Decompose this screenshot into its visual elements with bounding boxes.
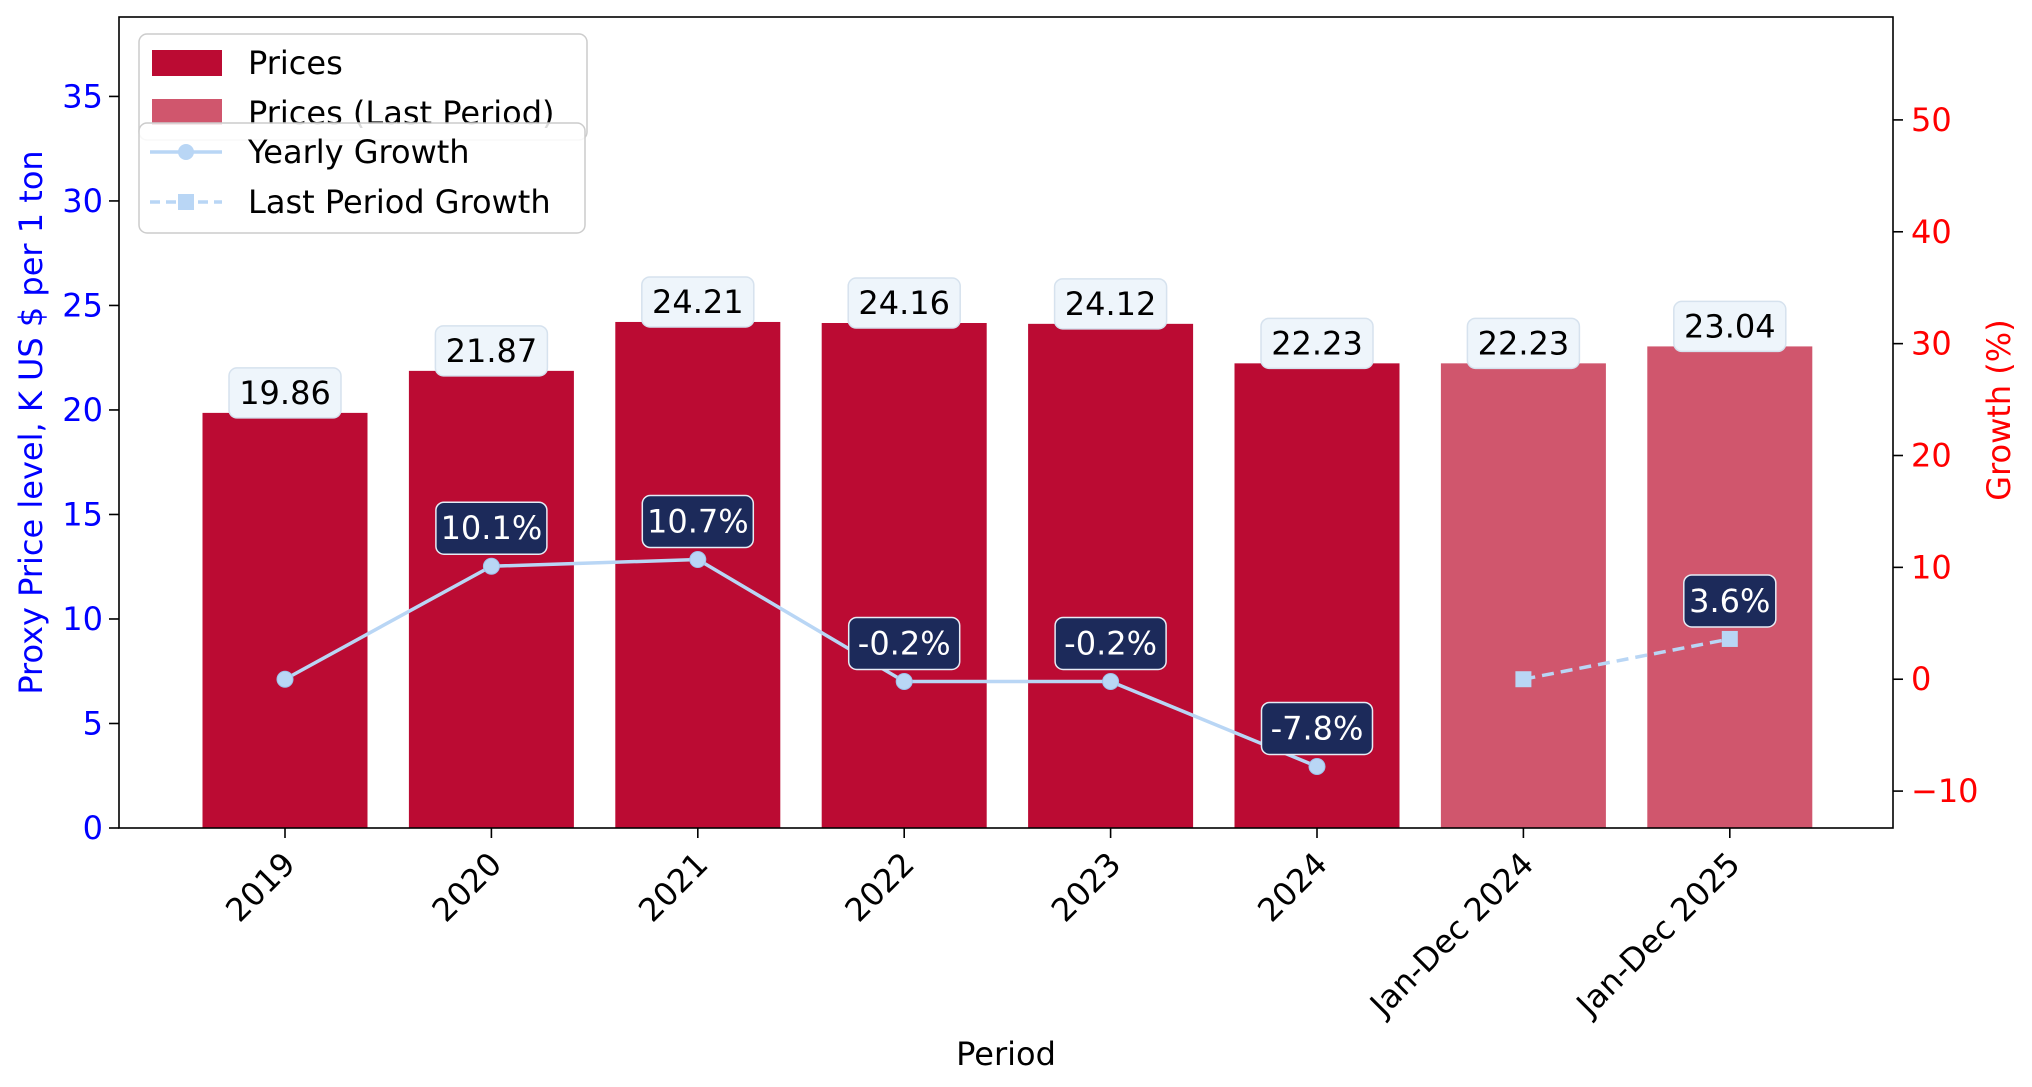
- bar-price-4: [1028, 323, 1194, 828]
- legend-swatch-prices: [152, 50, 222, 76]
- x-tick-label-5: 2024: [1250, 845, 1334, 929]
- last-growth-point-6: [1515, 671, 1532, 688]
- bar-label-box-3: [847, 277, 961, 329]
- yearly-growth-line: [284, 557, 1318, 769]
- growth-label-box-2-3: [847, 616, 961, 671]
- y2-tick-label-4: 30: [1911, 325, 1952, 363]
- yearly-growth-point-2: [689, 551, 707, 569]
- legend-marker-last: [178, 194, 194, 210]
- bar-value-label-0: 19.86: [239, 374, 331, 412]
- x-tick-label-1: 2020: [425, 845, 509, 929]
- yearly-growth-point-3: [895, 672, 913, 690]
- growth-label-box-2-2: [641, 494, 755, 549]
- bar-label-box-6: [1466, 317, 1581, 370]
- bar-label-box-5: [1260, 317, 1374, 370]
- y2-tick-label-6: 50: [1911, 101, 1952, 139]
- y-tick-label-7: 35: [62, 77, 103, 115]
- y-tick-label-4: 20: [62, 391, 103, 429]
- bar-label-box-1: [434, 325, 549, 377]
- legend-swatch-prices-last: [152, 99, 222, 125]
- y-tick-label-3: 15: [62, 495, 103, 533]
- y2-tick-label-1: 0: [1911, 660, 1931, 698]
- bar-label-box-2: [641, 276, 755, 328]
- last-growth-point-7: [1721, 630, 1738, 647]
- plot-frame: [118, 16, 1894, 829]
- bar-label-box-0: [228, 367, 342, 419]
- yearly-growth-point-0: [276, 670, 294, 688]
- bar-price-2: [615, 321, 781, 828]
- last-period-growth-line: [1523, 637, 1731, 681]
- yearly-growth-point-5: [1308, 757, 1326, 775]
- bar-label-box-4: [1053, 278, 1168, 330]
- bar-label-box-7: [1673, 300, 1787, 353]
- y-tick-label-6: 30: [62, 182, 103, 220]
- bar-value-label-5: 22.23: [1271, 324, 1363, 362]
- x-tick-label-3: 2022: [837, 845, 921, 929]
- growth-value-label-2-3: -0.2%: [858, 624, 951, 662]
- bar-price-1: [408, 370, 574, 828]
- x-tick-label-0: 2019: [218, 845, 302, 929]
- legend-lines-box: [138, 122, 586, 234]
- legend-label-yearly: Yearly Growth: [247, 133, 470, 171]
- bar-value-label-4: 24.12: [1065, 285, 1157, 323]
- growth-value-label-2-4: -0.2%: [1064, 624, 1157, 662]
- x-tick-label-7: Jan-Dec 2025: [1568, 845, 1748, 1025]
- y2-axis-title: Growth (%): [1980, 319, 2018, 500]
- y-tick-label-2: 10: [62, 600, 103, 638]
- y-tick-label-0: 0: [83, 809, 103, 847]
- growth-value-label-2-2: 10.7%: [647, 503, 749, 541]
- y2-tick-label-5: 40: [1911, 213, 1952, 251]
- x-tick-label-6: Jan-Dec 2024: [1361, 845, 1541, 1025]
- y-axis-title: Proxy Price level, K US $ per 1 ton: [12, 150, 50, 694]
- yearly-growth-point-4: [1102, 672, 1120, 690]
- bar-price-last-6: [1440, 363, 1606, 828]
- growth-label-box-2-5: [1260, 701, 1374, 756]
- y2-tick-label-0: −10: [1911, 772, 1979, 810]
- bar-value-label-6: 22.23: [1478, 324, 1570, 362]
- x-axis-title: Period: [956, 1035, 1056, 1073]
- growth-label-box-3-7: [1683, 574, 1777, 628]
- growth-label-box-2-1: [435, 501, 548, 555]
- legend-marker-yearly: [178, 144, 194, 160]
- bar-price-3: [821, 323, 987, 828]
- y-tick-label-1: 5: [83, 704, 103, 742]
- bar-value-label-7: 23.04: [1684, 307, 1776, 345]
- y-tick-label-5: 25: [62, 286, 103, 324]
- bar-price-0: [202, 412, 368, 828]
- legend-label-prices: Prices: [248, 44, 343, 82]
- growth-label-box-2-4: [1054, 616, 1167, 671]
- bar-value-label-2: 24.21: [652, 283, 744, 321]
- growth-value-label-2-1: 10.1%: [441, 509, 543, 547]
- bar-value-label-3: 24.16: [858, 284, 950, 322]
- bar-value-label-1: 21.87: [446, 332, 538, 370]
- y2-tick-label-3: 20: [1911, 436, 1952, 474]
- y2-tick-label-2: 10: [1911, 548, 1952, 586]
- yearly-growth-point-1: [482, 557, 500, 575]
- growth-value-label-2-5: -7.8%: [1271, 709, 1364, 747]
- growth-value-label-3-7: 3.6%: [1689, 582, 1770, 620]
- legend-label-last: Last Period Growth: [248, 183, 551, 221]
- x-tick-label-2: 2021: [631, 845, 715, 929]
- x-tick-label-4: 2023: [1044, 845, 1128, 929]
